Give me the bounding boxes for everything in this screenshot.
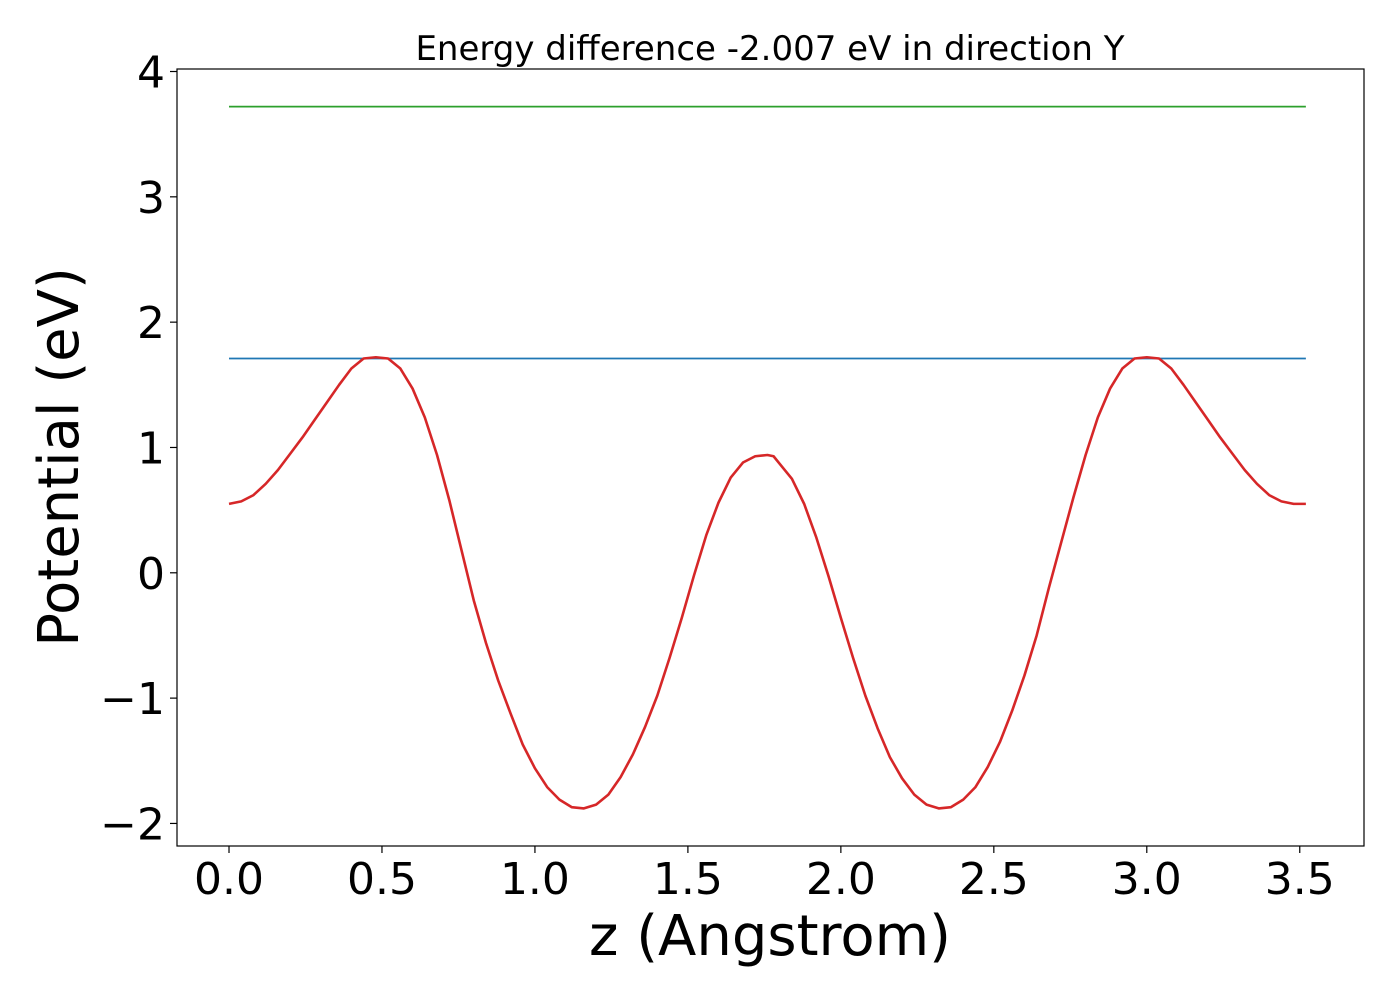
y-tick-label: −1 bbox=[100, 674, 165, 725]
series-line-3 bbox=[228, 355, 1306, 810]
series-layer bbox=[228, 105, 1306, 810]
x-tick-label: 3.0 bbox=[1112, 854, 1182, 905]
y-tick-label: 2 bbox=[137, 298, 165, 349]
y-tick-label: 1 bbox=[137, 423, 165, 474]
x-tick-label: 0.5 bbox=[347, 854, 417, 905]
y-axis-label: Potential (eV) bbox=[27, 267, 92, 647]
x-tick-label: 3.5 bbox=[1265, 854, 1335, 905]
x-axis-label: z (Angstrom) bbox=[589, 904, 951, 969]
y-tick-label: 3 bbox=[137, 173, 165, 224]
x-tick-label: 0.0 bbox=[194, 854, 264, 905]
chart-title: Energy difference -2.007 eV in direction… bbox=[415, 29, 1124, 69]
x-tick-label: 1.5 bbox=[653, 854, 723, 905]
y-axis: −2 −1 0 1 2 3 4 bbox=[100, 48, 177, 850]
y-tick-label: −2 bbox=[100, 799, 165, 850]
x-tick-label: 2.5 bbox=[959, 854, 1029, 905]
x-tick-label: 2.0 bbox=[806, 854, 876, 905]
x-tick-label: 1.0 bbox=[500, 854, 570, 905]
plot-frame bbox=[176, 68, 1365, 847]
y-tick-label: 4 bbox=[137, 48, 165, 99]
y-tick-label: 0 bbox=[137, 549, 165, 600]
x-axis: 0.0 0.5 1.0 1.5 2.0 2.5 3.0 3.5 bbox=[194, 846, 1335, 905]
